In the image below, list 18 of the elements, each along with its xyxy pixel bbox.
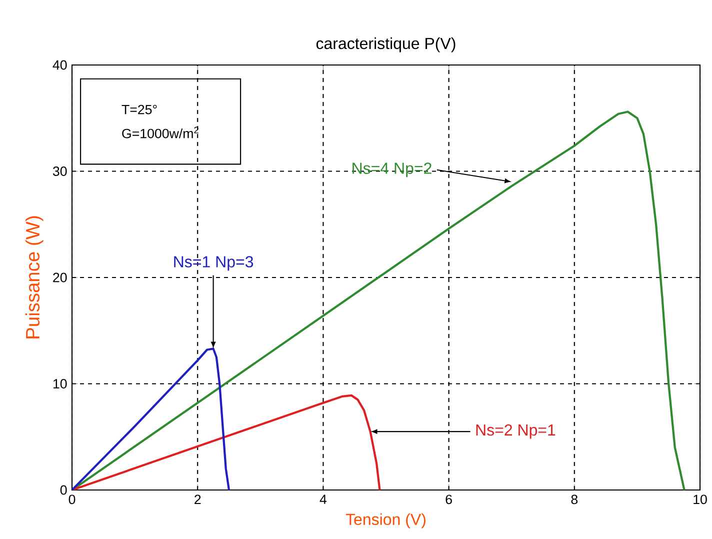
x-axis-title: Tension (V) <box>346 513 426 528</box>
x-tick-label: 10 <box>694 494 707 504</box>
annotation: T=25° <box>122 104 157 114</box>
y-tick-label: 10 <box>53 379 67 388</box>
y-tick-label: 40 <box>52 60 67 70</box>
x-tick-label: 0 <box>68 494 76 504</box>
annotation: Ns=1 Np=3 <box>174 256 254 271</box>
annotation: Ns=4 Np=2 <box>352 162 432 178</box>
x-tick-label: 6 <box>446 494 452 504</box>
y-axis-title: Puissance (W) <box>25 216 44 338</box>
x-tick-label: 4 <box>320 494 327 504</box>
x-tick-label: 8 <box>571 494 578 504</box>
y-tick-label: 20 <box>53 272 67 282</box>
y-tick-label: 0 <box>60 485 67 495</box>
chart-title: caracteristique P(V) <box>316 37 456 52</box>
x-tick-label: 2 <box>194 494 201 504</box>
y-tick-label: 30 <box>52 166 67 176</box>
annotation: Ns=2 Np=1 <box>476 424 556 439</box>
